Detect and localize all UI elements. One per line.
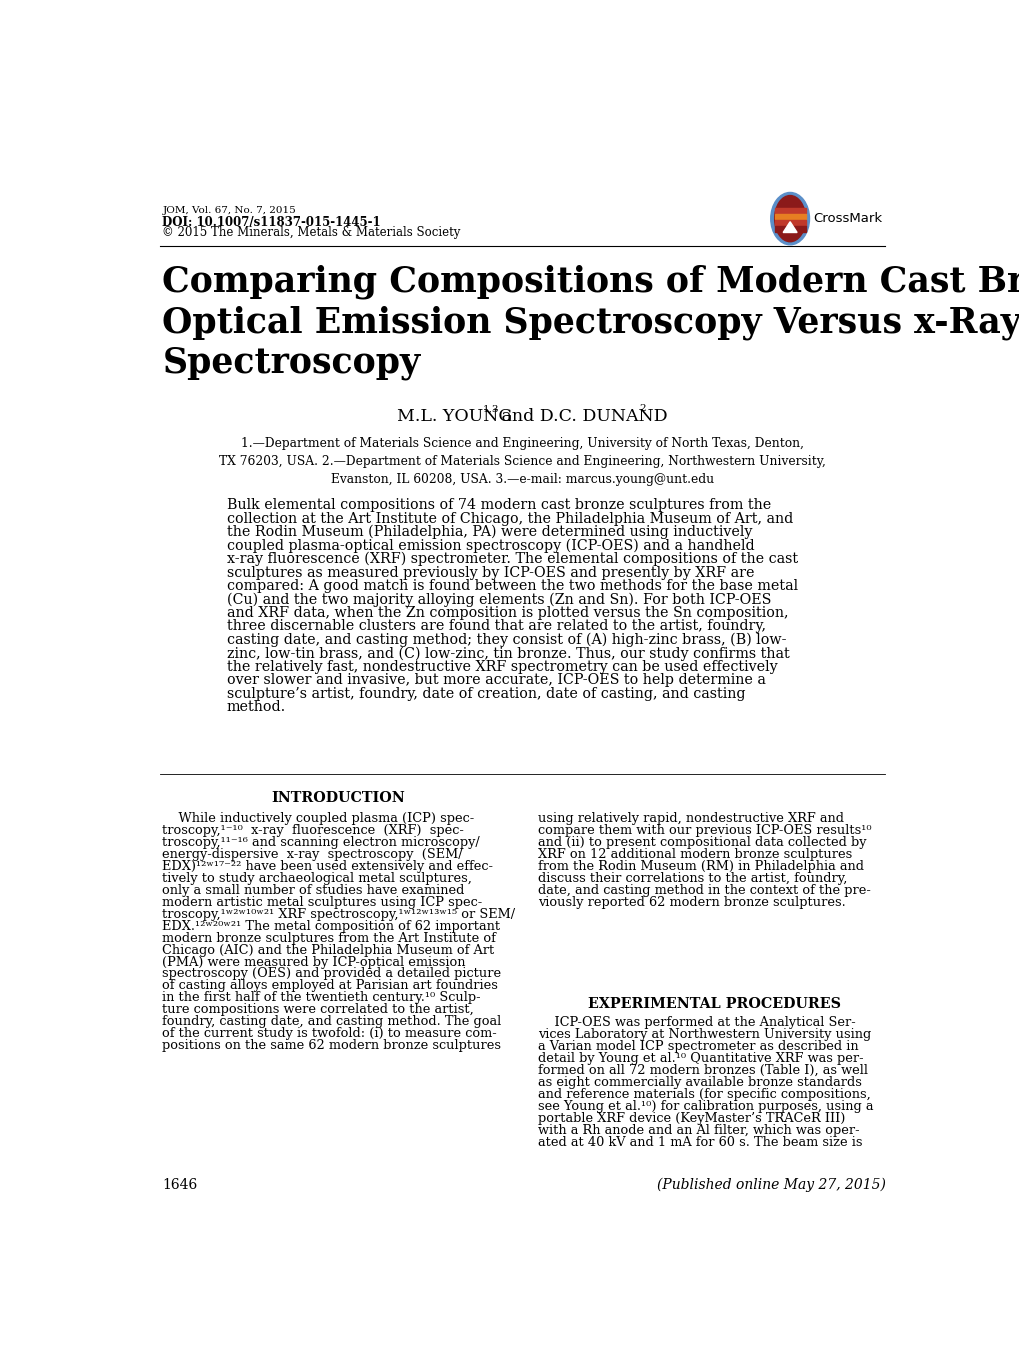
Text: the Rodin Museum (Philadelphia, PA) were determined using inductively: the Rodin Museum (Philadelphia, PA) were… bbox=[226, 525, 751, 540]
Text: using relatively rapid, nondestructive XRF and: using relatively rapid, nondestructive X… bbox=[538, 812, 844, 826]
Text: ated at 40 kV and 1 mA for 60 s. The beam size is: ated at 40 kV and 1 mA for 60 s. The bea… bbox=[538, 1136, 862, 1149]
Text: over slower and invasive, but more accurate, ICP-OES to help determine a: over slower and invasive, but more accur… bbox=[226, 673, 765, 687]
Text: (Cu) and the two majority alloying elements (Zn and Sn). For both ICP-OES: (Cu) and the two majority alloying eleme… bbox=[226, 593, 770, 607]
Text: x-ray fluorescence (XRF) spectrometer. The elemental compositions of the cast: x-ray fluorescence (XRF) spectrometer. T… bbox=[226, 552, 797, 567]
Text: see Young et al.¹⁰) for calibration purposes, using a: see Young et al.¹⁰) for calibration purp… bbox=[538, 1100, 873, 1112]
Text: ICP-OES was performed at the Analytical Ser-: ICP-OES was performed at the Analytical … bbox=[538, 1016, 855, 1030]
Text: portable XRF device (KeyMaster’s TRACeR III): portable XRF device (KeyMaster’s TRACeR … bbox=[538, 1112, 845, 1125]
Text: Comparing Compositions of Modern Cast Bronze Sculptures:
Optical Emission Spectr: Comparing Compositions of Modern Cast Br… bbox=[162, 265, 1019, 381]
Text: in the first half of the twentieth century.¹⁰ Sculp-: in the first half of the twentieth centu… bbox=[162, 991, 481, 1004]
Text: three discernable clusters are found that are related to the artist, foundry,: three discernable clusters are found tha… bbox=[226, 619, 765, 634]
Text: © 2015 The Minerals, Metals & Materials Society: © 2015 The Minerals, Metals & Materials … bbox=[162, 226, 461, 239]
Text: troscopy,¹¹⁻¹⁶ and scanning electron microscopy/: troscopy,¹¹⁻¹⁶ and scanning electron mic… bbox=[162, 836, 480, 849]
Text: viously reported 62 modern bronze sculptures.: viously reported 62 modern bronze sculpt… bbox=[538, 896, 845, 908]
Text: (PMA) were measured by ICP-optical emission: (PMA) were measured by ICP-optical emiss… bbox=[162, 956, 466, 968]
Text: detail by Young et al.¹⁰ Quantitative XRF was per-: detail by Young et al.¹⁰ Quantitative XR… bbox=[538, 1053, 863, 1065]
Text: DOI: 10.1007/s11837-015-1445-1: DOI: 10.1007/s11837-015-1445-1 bbox=[162, 215, 381, 228]
Text: JOM, Vol. 67, No. 7, 2015: JOM, Vol. 67, No. 7, 2015 bbox=[162, 207, 296, 215]
Text: spectroscopy (OES) and provided a detailed picture: spectroscopy (OES) and provided a detail… bbox=[162, 967, 501, 981]
Text: positions on the same 62 modern bronze sculptures: positions on the same 62 modern bronze s… bbox=[162, 1039, 501, 1053]
Text: and reference materials (for specific compositions,: and reference materials (for specific co… bbox=[538, 1088, 870, 1102]
Bar bbox=[773, 214, 805, 219]
Text: modern bronze sculptures from the Art Institute of: modern bronze sculptures from the Art In… bbox=[162, 932, 496, 945]
Text: compare them with our previous ICP-OES results¹⁰: compare them with our previous ICP-OES r… bbox=[538, 824, 871, 838]
Text: INTRODUCTION: INTRODUCTION bbox=[271, 790, 406, 805]
Text: EDX.¹²ʷ²⁰ʷ²¹ The metal composition of 62 important: EDX.¹²ʷ²⁰ʷ²¹ The metal composition of 62… bbox=[162, 919, 500, 933]
Text: energy-dispersive  x-ray  spectroscopy  (SEM/: energy-dispersive x-ray spectroscopy (SE… bbox=[162, 849, 463, 861]
Text: EDX)¹²ʷ¹⁷⁻²² have been used extensively and effec-: EDX)¹²ʷ¹⁷⁻²² have been used extensively … bbox=[162, 860, 493, 873]
Text: 1.—Department of Materials Science and Engineering, University of North Texas, D: 1.—Department of Materials Science and E… bbox=[219, 438, 825, 487]
Text: a Varian model ICP spectrometer as described in: a Varian model ICP spectrometer as descr… bbox=[538, 1040, 858, 1053]
Text: 1,3: 1,3 bbox=[482, 404, 498, 413]
Text: of the current study is twofold: (i) to measure com-: of the current study is twofold: (i) to … bbox=[162, 1027, 496, 1040]
Text: and (ii) to present compositional data collected by: and (ii) to present compositional data c… bbox=[538, 836, 866, 849]
Text: XRF on 12 additional modern bronze sculptures: XRF on 12 additional modern bronze sculp… bbox=[538, 849, 852, 861]
Text: method.: method. bbox=[226, 700, 285, 714]
Text: with a Rh anode and an Al filter, which was oper-: with a Rh anode and an Al filter, which … bbox=[538, 1123, 859, 1137]
Text: CrossMark: CrossMark bbox=[812, 212, 881, 226]
Text: discuss their correlations to the artist, foundry,: discuss their correlations to the artist… bbox=[538, 872, 847, 885]
Text: ture compositions were correlated to the artist,: ture compositions were correlated to the… bbox=[162, 1004, 474, 1016]
Text: only a small number of studies have examined: only a small number of studies have exam… bbox=[162, 884, 465, 898]
Text: from the Rodin Museum (RM) in Philadelphia and: from the Rodin Museum (RM) in Philadelph… bbox=[538, 860, 863, 873]
Text: sculptures as measured previously by ICP-OES and presently by XRF are: sculptures as measured previously by ICP… bbox=[226, 566, 753, 579]
Ellipse shape bbox=[773, 196, 805, 242]
Bar bbox=[773, 208, 805, 214]
Text: troscopy,¹⁻¹⁰  x-ray  fluorescence  (XRF)  spec-: troscopy,¹⁻¹⁰ x-ray fluorescence (XRF) s… bbox=[162, 824, 464, 838]
Text: date, and casting method in the context of the pre-: date, and casting method in the context … bbox=[538, 884, 870, 898]
Text: casting date, and casting method; they consist of (A) high-zinc brass, (B) low-: casting date, and casting method; they c… bbox=[226, 632, 786, 647]
Text: Bulk elemental compositions of 74 modern cast bronze sculptures from the: Bulk elemental compositions of 74 modern… bbox=[226, 498, 770, 513]
Text: collection at the Art Institute of Chicago, the Philadelphia Museum of Art, and: collection at the Art Institute of Chica… bbox=[226, 511, 792, 525]
Ellipse shape bbox=[770, 193, 809, 245]
Text: compared: A good match is found between the two methods for the base metal: compared: A good match is found between … bbox=[226, 579, 797, 593]
Bar bbox=[773, 226, 805, 231]
Bar bbox=[773, 220, 805, 226]
Text: troscopy,¹ʷ²ʷ¹⁰ʷ²¹ XRF spectroscopy,¹ʷ¹²ʷ¹³ʷ¹⁵ or SEM/: troscopy,¹ʷ²ʷ¹⁰ʷ²¹ XRF spectroscopy,¹ʷ¹²… bbox=[162, 907, 515, 921]
Text: zinc, low-tin brass, and (C) low-zinc, tin bronze. Thus, our study confirms that: zinc, low-tin brass, and (C) low-zinc, t… bbox=[226, 646, 789, 661]
Text: formed on all 72 modern bronzes (Table I), as well: formed on all 72 modern bronzes (Table I… bbox=[538, 1064, 867, 1077]
Text: vices Laboratory at Northwestern University using: vices Laboratory at Northwestern Univers… bbox=[538, 1028, 870, 1042]
Text: 2: 2 bbox=[638, 404, 645, 413]
Polygon shape bbox=[783, 222, 796, 233]
Text: tively to study archaeological metal sculptures,: tively to study archaeological metal scu… bbox=[162, 872, 472, 885]
Text: of casting alloys employed at Parisian art foundries: of casting alloys employed at Parisian a… bbox=[162, 979, 497, 993]
Text: M.L. YOUNG: M.L. YOUNG bbox=[396, 408, 512, 426]
Text: and D.C. DUNAND: and D.C. DUNAND bbox=[495, 408, 666, 426]
Text: the relatively fast, nondestructive XRF spectrometry can be used effectively: the relatively fast, nondestructive XRF … bbox=[226, 660, 776, 673]
Text: sculpture’s artist, foundry, date of creation, date of casting, and casting: sculpture’s artist, foundry, date of cre… bbox=[226, 687, 745, 700]
Text: and XRF data, when the Zn composition is plotted versus the Sn composition,: and XRF data, when the Zn composition is… bbox=[226, 607, 788, 620]
Text: Chicago (AIC) and the Philadelphia Museum of Art: Chicago (AIC) and the Philadelphia Museu… bbox=[162, 944, 494, 956]
Text: coupled plasma-optical emission spectroscopy (ICP-OES) and a handheld: coupled plasma-optical emission spectros… bbox=[226, 539, 754, 554]
Text: EXPERIMENTAL PROCEDURES: EXPERIMENTAL PROCEDURES bbox=[588, 997, 841, 1010]
Text: (Published online May 27, 2015): (Published online May 27, 2015) bbox=[656, 1178, 884, 1193]
Text: While inductively coupled plasma (ICP) spec-: While inductively coupled plasma (ICP) s… bbox=[162, 812, 474, 826]
Text: foundry, casting date, and casting method. The goal: foundry, casting date, and casting metho… bbox=[162, 1015, 501, 1028]
Text: as eight commercially available bronze standards: as eight commercially available bronze s… bbox=[538, 1076, 861, 1089]
Text: modern artistic metal sculptures using ICP spec-: modern artistic metal sculptures using I… bbox=[162, 896, 482, 908]
Text: 1646: 1646 bbox=[162, 1178, 198, 1193]
